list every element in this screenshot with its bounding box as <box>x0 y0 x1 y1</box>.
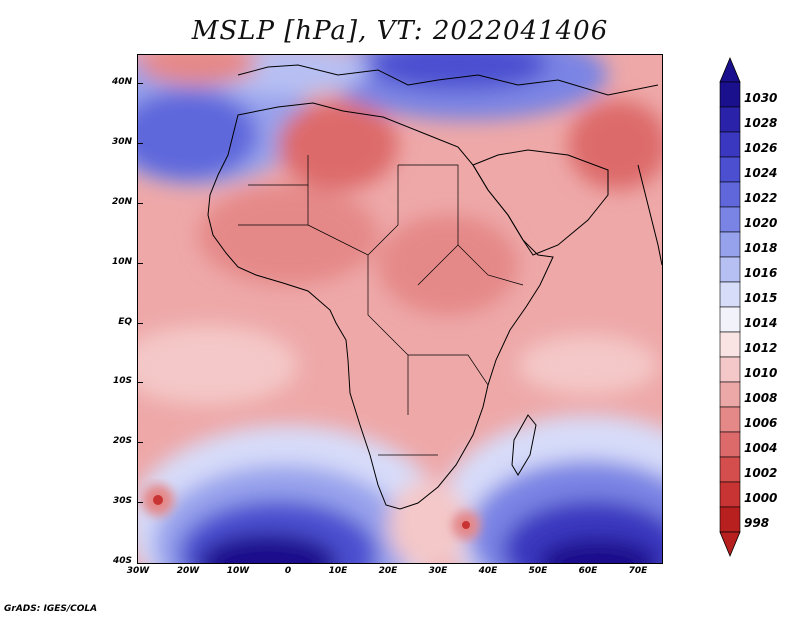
colorbar-label: 1014 <box>744 315 778 330</box>
lon-tick-label: 70E <box>628 566 648 576</box>
colorbar-label: 1016 <box>744 265 778 280</box>
arabia-coastline <box>472 149 609 256</box>
colorbar-swatch <box>719 206 741 233</box>
colorbar-label: 1004 <box>744 440 778 455</box>
colorbar-label: 1024 <box>744 165 778 180</box>
lat-tick-label: 10N <box>111 257 132 267</box>
colorbar-swatch <box>719 506 741 533</box>
map-plot-area <box>137 54 663 564</box>
lat-tick-label: 30N <box>111 137 132 147</box>
lon-tick-label: 40E <box>478 566 498 576</box>
colorbar-swatch <box>719 431 741 458</box>
colorbar-swatch <box>719 131 741 158</box>
lon-tick-label: 10E <box>328 566 348 576</box>
country-borders <box>238 155 524 456</box>
colorbar-swatch <box>719 406 741 433</box>
colorbar-label: 1012 <box>744 340 778 355</box>
colorbar-top-arrow <box>719 56 741 83</box>
colorbar-label: 1026 <box>744 140 778 155</box>
lat-tick-label: 20N <box>111 197 132 207</box>
colorbar-swatch <box>719 456 741 483</box>
colorbar-label: 1002 <box>744 465 778 480</box>
colorbar-swatch <box>719 356 741 383</box>
colorbar-label: 1000 <box>744 490 778 505</box>
colorbar-label: 1020 <box>744 215 778 230</box>
india-coastline <box>637 164 662 266</box>
colorbar-label: 1028 <box>744 115 778 130</box>
lat-tick-label: 40S <box>112 556 132 566</box>
colorbar-swatch <box>719 106 741 133</box>
colorbar-swatches <box>719 56 741 558</box>
europe-coastline <box>237 64 659 96</box>
grads-credit: GrADS: IGES/COLA <box>4 604 98 614</box>
colorbar-swatch <box>719 331 741 358</box>
colorbar-swatch <box>719 256 741 283</box>
lat-tick-label: 30S <box>112 496 132 506</box>
colorbar-swatch <box>719 281 741 308</box>
colorbar-swatch <box>719 231 741 258</box>
lat-tick-label: 10S <box>112 376 132 386</box>
colorbar-label: 1022 <box>744 190 778 205</box>
colorbar-swatch <box>719 81 741 108</box>
colorbar-label: 1030 <box>744 90 778 105</box>
colorbar-swatch <box>719 181 741 208</box>
lon-tick-label: 20E <box>378 566 398 576</box>
colorbar-label: 998 <box>744 515 770 530</box>
lon-tick-label: 50E <box>528 566 548 576</box>
colorbar-label: 1008 <box>744 390 778 405</box>
pressure-field <box>138 55 662 563</box>
colorbar-swatch <box>719 381 741 408</box>
lon-tick-label: 30E <box>428 566 448 576</box>
lon-tick-label: 0 <box>284 566 292 576</box>
lat-tick-label: 40N <box>111 77 132 87</box>
colorbar-swatch <box>719 156 741 183</box>
colorbar-label: 1010 <box>744 365 778 380</box>
madagascar-coastline <box>511 414 537 476</box>
lon-tick-label: 10W <box>226 566 250 576</box>
colorbar-label: 1018 <box>744 240 778 255</box>
colorbar-swatch <box>719 481 741 508</box>
colorbar-label: 1015 <box>744 290 778 305</box>
lon-tick-label: 20W <box>176 566 200 576</box>
colorbar-label: 1006 <box>744 415 778 430</box>
lat-tick-label: EQ <box>118 317 132 327</box>
lon-tick-label: 30W <box>126 566 150 576</box>
colorbar-swatch <box>719 306 741 333</box>
lat-tick-label: 20S <box>112 436 132 446</box>
colorbar-bottom-arrow <box>719 531 741 558</box>
lon-tick-label: 60E <box>578 566 598 576</box>
map-title: MSLP [hPa], VT: 2022041406 <box>191 16 609 46</box>
